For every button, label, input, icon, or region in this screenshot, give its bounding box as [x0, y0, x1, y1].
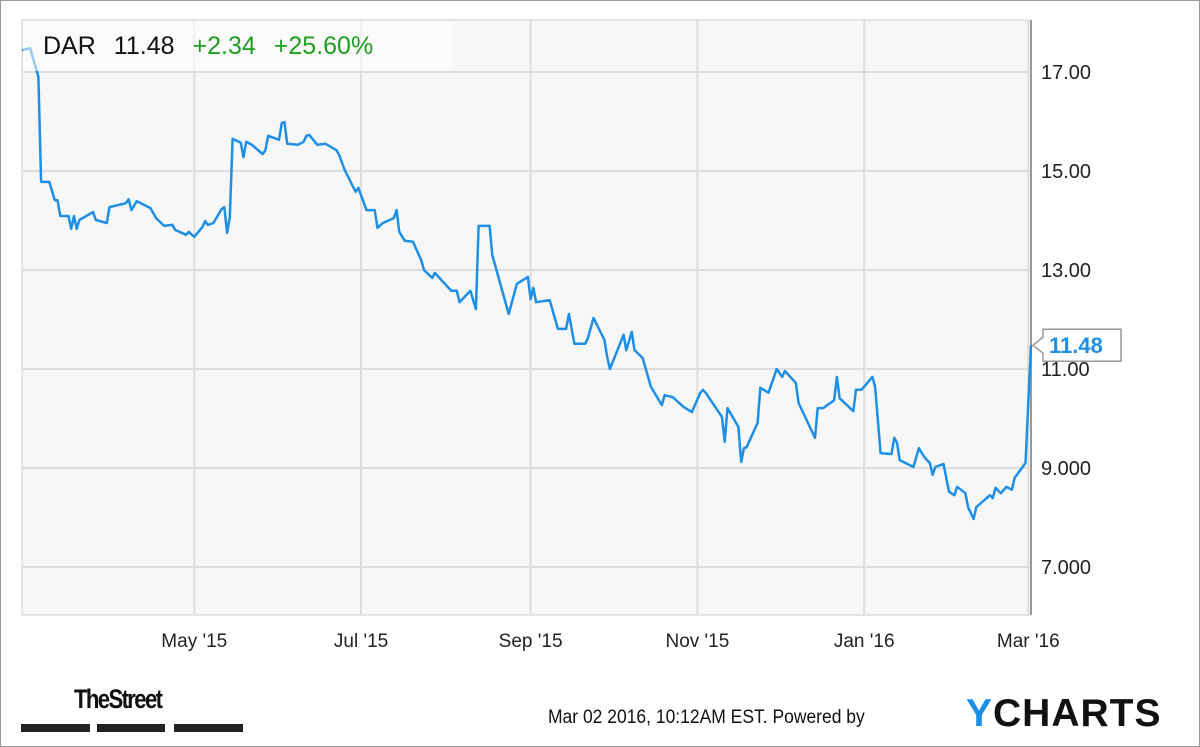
y-tick-label: 13.00 — [1041, 260, 1091, 282]
logo-bar — [21, 724, 90, 732]
last-value-callout — [1031, 328, 1122, 362]
timestamp: Mar 02 2016, 10:12AM EST. — [548, 707, 768, 728]
plot-area — [21, 19, 1032, 616]
y-tick-label: 15.00 — [1041, 161, 1091, 183]
x-tick-label: Jul '15 — [334, 631, 388, 652]
x-tick-label: Nov '15 — [665, 631, 729, 652]
last-price: 11.48 — [113, 31, 175, 60]
y-tick-label: 9.000 — [1041, 458, 1091, 480]
price-change-percent: +25.60% — [273, 31, 374, 60]
x-tick-label: Jan '16 — [834, 631, 895, 652]
timestamp-credit: Mar 02 2016, 10:12AM EST. Powered by — [548, 707, 865, 729]
ticker-symbol: DAR — [43, 31, 96, 60]
y-tick-label: 11.00 — [1041, 359, 1090, 381]
price-change: +2.34 — [192, 31, 256, 60]
powered-by: Powered by — [772, 707, 865, 728]
ycharts-logo: YCHARTS — [966, 692, 1162, 735]
quote-header: DAR 11.48 +2.34 +25.60% — [23, 21, 453, 71]
last-value-label: 11.48 — [1049, 333, 1103, 358]
logo-bar — [174, 724, 243, 732]
price-line — [21, 46, 1033, 521]
x-tick-label: Sep '15 — [499, 631, 563, 652]
x-tick-label: May '15 — [161, 631, 227, 652]
thestreet-logo: TheStreet — [74, 684, 163, 714]
logo-bar — [97, 724, 165, 732]
y-tick-label: 17.00 — [1041, 62, 1091, 84]
y-tick-label: 7.000 — [1041, 557, 1091, 579]
x-tick-label: Mar '16 — [997, 631, 1060, 652]
